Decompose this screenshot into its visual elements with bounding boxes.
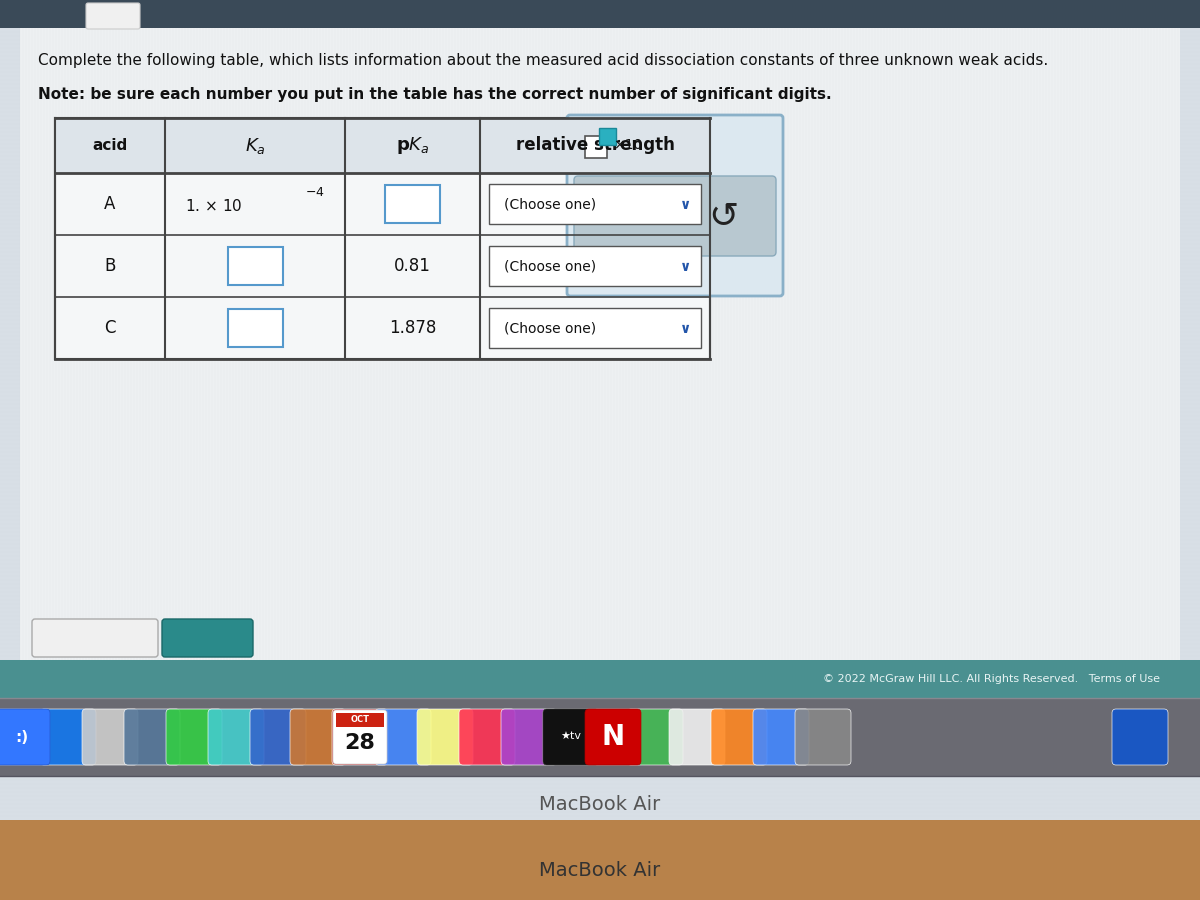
FancyBboxPatch shape <box>542 709 599 765</box>
FancyBboxPatch shape <box>490 246 701 286</box>
Text: ×: × <box>622 199 652 233</box>
Text: :): :) <box>16 730 29 744</box>
FancyBboxPatch shape <box>332 709 388 765</box>
Text: Complete the following table, which lists information about the measured acid di: Complete the following table, which list… <box>38 52 1049 68</box>
FancyBboxPatch shape <box>162 619 253 657</box>
FancyBboxPatch shape <box>490 308 701 348</box>
Text: v: v <box>108 9 118 23</box>
FancyBboxPatch shape <box>334 710 386 764</box>
Text: MacBook Air: MacBook Air <box>539 860 661 879</box>
Bar <box>55 118 710 173</box>
Text: B: B <box>104 257 115 275</box>
FancyBboxPatch shape <box>542 709 599 765</box>
FancyBboxPatch shape <box>82 709 138 765</box>
Text: p$\it{K}_{\it{a}}$: p$\it{K}_{\it{a}}$ <box>396 135 430 156</box>
Text: ∨: ∨ <box>680 322 691 336</box>
FancyBboxPatch shape <box>710 709 767 765</box>
Text: ∨: ∨ <box>680 198 691 212</box>
FancyBboxPatch shape <box>0 709 50 765</box>
FancyBboxPatch shape <box>754 709 809 765</box>
FancyBboxPatch shape <box>490 184 701 224</box>
Bar <box>0 660 1200 698</box>
Text: ↺: ↺ <box>708 199 739 233</box>
Text: Explanation: Explanation <box>54 631 136 645</box>
Text: Note: be sure each number you put in the table has the correct number of signifi: Note: be sure each number you put in the… <box>38 87 832 103</box>
Text: (Choose one): (Choose one) <box>504 321 596 335</box>
FancyBboxPatch shape <box>250 709 306 765</box>
Text: (Choose one): (Choose one) <box>504 259 596 273</box>
Text: (Choose one): (Choose one) <box>504 197 596 211</box>
FancyBboxPatch shape <box>40 709 96 765</box>
Bar <box>0 698 1200 776</box>
FancyBboxPatch shape <box>0 709 50 765</box>
FancyBboxPatch shape <box>86 3 140 29</box>
Bar <box>0 820 1200 900</box>
Text: $-4$: $-4$ <box>305 185 325 199</box>
FancyBboxPatch shape <box>670 709 725 765</box>
Text: ★tv: ★tv <box>560 732 582 742</box>
FancyBboxPatch shape <box>458 709 515 765</box>
Text: 1. $\times$ 10: 1. $\times$ 10 <box>185 198 242 214</box>
FancyBboxPatch shape <box>574 176 776 256</box>
FancyBboxPatch shape <box>502 709 557 765</box>
Text: ∨: ∨ <box>680 260 691 274</box>
Bar <box>228 309 282 347</box>
Text: 1.878: 1.878 <box>389 319 436 337</box>
Text: ×10: ×10 <box>613 138 642 152</box>
FancyBboxPatch shape <box>290 709 346 765</box>
Bar <box>55 118 710 359</box>
Text: $\it{K}_{\it{a}}$: $\it{K}_{\it{a}}$ <box>245 136 265 156</box>
Text: 0.81: 0.81 <box>394 257 431 275</box>
FancyBboxPatch shape <box>32 619 158 657</box>
Text: MacBook Air: MacBook Air <box>539 796 661 814</box>
Text: 28: 28 <box>344 733 376 753</box>
FancyBboxPatch shape <box>208 709 264 765</box>
Text: C: C <box>104 319 115 337</box>
Bar <box>20 28 1180 678</box>
FancyBboxPatch shape <box>568 115 784 296</box>
Bar <box>228 247 282 285</box>
Text: OCT: OCT <box>350 716 370 724</box>
Text: N: N <box>601 723 624 751</box>
FancyBboxPatch shape <box>418 709 473 765</box>
FancyBboxPatch shape <box>586 709 641 765</box>
Bar <box>336 713 384 727</box>
Bar <box>599 128 616 145</box>
Text: © 2022 McGraw Hill LLC. All Rights Reserved.   Terms of Use: © 2022 McGraw Hill LLC. All Rights Reser… <box>823 674 1160 684</box>
Bar <box>385 185 440 223</box>
Bar <box>0 0 1200 28</box>
FancyBboxPatch shape <box>586 709 641 765</box>
FancyBboxPatch shape <box>1112 709 1168 765</box>
Text: acid: acid <box>92 138 127 153</box>
FancyBboxPatch shape <box>124 709 180 765</box>
Text: A: A <box>104 195 115 213</box>
FancyBboxPatch shape <box>628 709 683 765</box>
FancyBboxPatch shape <box>796 709 851 765</box>
Text: relative strength: relative strength <box>516 137 674 155</box>
FancyBboxPatch shape <box>374 709 431 765</box>
Bar <box>586 136 607 158</box>
Text: Check: Check <box>184 631 230 645</box>
FancyBboxPatch shape <box>166 709 222 765</box>
